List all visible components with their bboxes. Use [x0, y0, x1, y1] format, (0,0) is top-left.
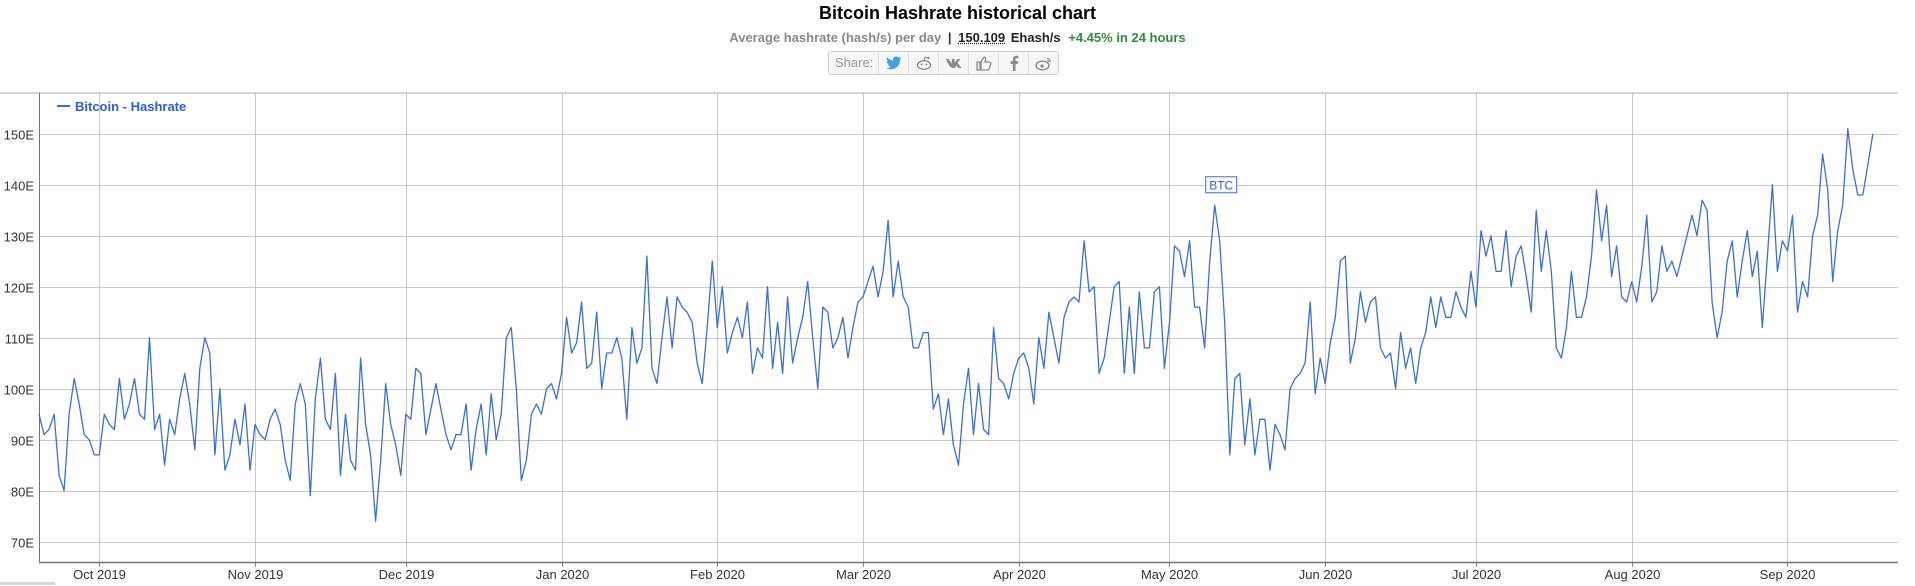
x-tick-label: Dec 2019 — [379, 567, 435, 582]
y-tick-label: 90E — [11, 434, 34, 449]
twitter-icon[interactable] — [879, 52, 910, 74]
legend-label[interactable]: Bitcoin - Hashrate — [75, 99, 186, 114]
y-tick-label: 70E — [11, 536, 34, 551]
vk-icon[interactable] — [939, 52, 970, 74]
chart-axes: 70E 80E 90E 100E 110E 120E 130E 140E 150E Oct 201… — [0, 93, 1898, 585]
hashrate-unit: Ehash/s — [1010, 30, 1061, 45]
current-hashrate-value[interactable]: 150.109 — [958, 30, 1006, 45]
chart-subtitle: Average hashrate (hash/s) per day | 150.… — [0, 30, 1915, 45]
x-tick-label: Jul 2020 — [1452, 567, 1501, 582]
x-tick-label: Feb 2020 — [690, 567, 745, 582]
page-title: Bitcoin Hashrate historical chart — [818, 3, 1097, 23]
x-tick-label: Aug 2020 — [1605, 567, 1661, 582]
reddit-icon[interactable] — [909, 52, 940, 74]
facebook-icon[interactable] — [999, 52, 1030, 74]
chart-legend[interactable]: Bitcoin - Hashrate — [57, 99, 186, 114]
y-tick-label: 150E — [4, 128, 35, 143]
x-tick-label: Jan 2020 — [536, 567, 590, 582]
subtitle-prefix: Average hashrate (hash/s) per day — [729, 30, 942, 45]
annotation-flag-label: BTC — [1209, 178, 1233, 192]
annotation-flag[interactable] — [1205, 176, 1238, 194]
subtitle-separator: | — [947, 30, 952, 45]
change-24h: +4.45% in 24 hours — [1068, 30, 1186, 45]
x-tick-label: May 2020 — [1141, 567, 1198, 582]
y-tick-label: 100E — [4, 383, 35, 398]
x-tick-label: Nov 2019 — [228, 567, 284, 582]
y-tick-label: 140E — [4, 179, 35, 194]
y-tick-label: 120E — [4, 281, 35, 296]
y-tick-label: 80E — [11, 485, 34, 500]
chart-grid — [0, 92, 1898, 562]
y-tick-label: 130E — [4, 230, 35, 245]
chart-annotations: BTC — [1205, 176, 1238, 194]
y-tick-label: 110E — [5, 332, 35, 347]
chart-series[interactable] — [38, 128, 1874, 522]
share-bar: Share: — [828, 51, 1060, 75]
weibo-icon[interactable] — [1029, 52, 1058, 74]
like-icon[interactable] — [969, 52, 1000, 74]
scrollbar-stub[interactable] — [0, 582, 55, 585]
x-tick-label: Apr 2020 — [993, 567, 1046, 582]
x-tick-label: Jun 2020 — [1299, 567, 1353, 582]
x-tick-label: Oct 2019 — [73, 567, 126, 582]
series-line-hashrate[interactable] — [38, 128, 1874, 522]
x-tick-label: Mar 2020 — [836, 567, 891, 582]
x-tick-label: Sep 2020 — [1760, 567, 1816, 582]
share-label: Share: — [829, 52, 880, 74]
